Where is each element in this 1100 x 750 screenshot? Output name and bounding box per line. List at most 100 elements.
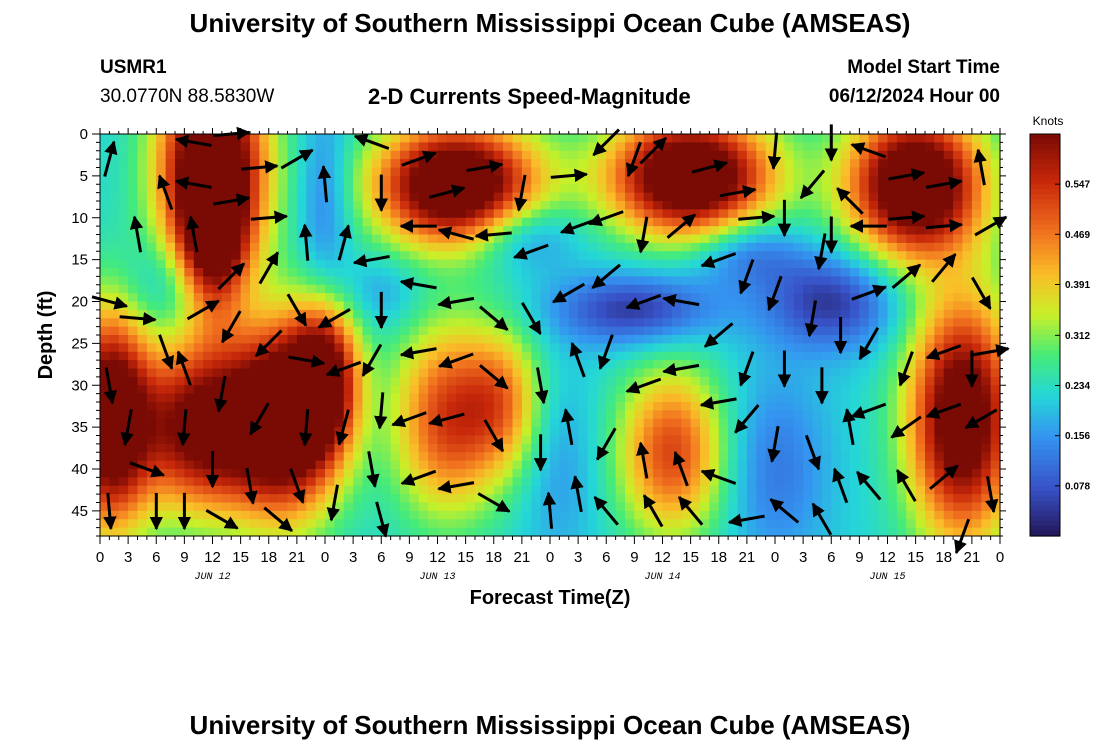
heatmap-cell bbox=[925, 284, 935, 294]
heatmap-cell bbox=[625, 293, 635, 303]
heatmap-cell bbox=[850, 309, 860, 319]
heatmap-cell bbox=[334, 351, 345, 361]
heatmap-cell bbox=[390, 268, 401, 277]
heatmap-cell bbox=[475, 251, 485, 261]
heatmap-cell bbox=[484, 134, 495, 143]
heatmap-cell bbox=[906, 259, 917, 269]
heatmap-cell bbox=[662, 259, 673, 269]
heatmap-cell bbox=[287, 242, 298, 252]
heatmap-cell bbox=[718, 376, 729, 386]
heatmap-cell bbox=[681, 418, 692, 428]
heatmap-cell bbox=[193, 376, 204, 386]
heatmap-cell bbox=[700, 142, 710, 152]
heatmap-cell bbox=[775, 335, 785, 344]
heatmap-cell bbox=[400, 402, 410, 411]
heatmap-cell bbox=[400, 519, 410, 529]
heatmap-cell bbox=[446, 519, 457, 529]
heatmap-cell bbox=[362, 502, 373, 512]
heatmap-cell bbox=[250, 435, 260, 445]
heatmap-cell bbox=[334, 201, 345, 210]
heatmap-cell bbox=[296, 502, 307, 512]
heatmap-cell bbox=[531, 217, 542, 227]
heatmap-cell bbox=[812, 335, 823, 344]
heatmap-cell bbox=[353, 309, 364, 319]
heatmap-cell bbox=[559, 469, 570, 478]
heatmap-cell bbox=[325, 309, 335, 319]
heatmap-cell bbox=[540, 293, 551, 303]
heatmap-cell bbox=[859, 368, 870, 378]
heatmap-cell bbox=[653, 443, 664, 453]
heatmap-cell bbox=[325, 226, 335, 236]
heatmap-cell bbox=[128, 209, 139, 219]
heatmap-cell bbox=[353, 175, 364, 185]
heatmap-cell bbox=[634, 276, 645, 286]
heatmap-cell bbox=[925, 142, 935, 152]
heatmap-cell bbox=[493, 150, 504, 160]
current-vector bbox=[850, 402, 887, 419]
heatmap-cell bbox=[643, 510, 654, 520]
heatmap-cell bbox=[428, 376, 439, 386]
heatmap-cell bbox=[334, 460, 345, 470]
heatmap-cell bbox=[793, 276, 804, 286]
heatmap-cell bbox=[484, 284, 495, 294]
heatmap-cell bbox=[634, 284, 645, 294]
heatmap-cell bbox=[737, 201, 748, 210]
heatmap-cell bbox=[343, 376, 354, 386]
heatmap-cell bbox=[287, 326, 298, 336]
heatmap-cell bbox=[896, 485, 907, 495]
heatmap-cell bbox=[512, 502, 523, 512]
heatmap-cell bbox=[746, 469, 757, 478]
heatmap-cell bbox=[700, 234, 710, 244]
heatmap-cell bbox=[165, 226, 176, 236]
heatmap-cell bbox=[268, 410, 279, 420]
heatmap-cell bbox=[100, 393, 110, 403]
heatmap-cell bbox=[250, 251, 260, 261]
heatmap-cell bbox=[212, 427, 223, 437]
heatmap-cell bbox=[240, 393, 251, 403]
heatmap-cell bbox=[306, 452, 317, 462]
heatmap-cell bbox=[315, 251, 326, 261]
heatmap-cell bbox=[887, 167, 898, 177]
heatmap-cell bbox=[362, 335, 373, 344]
heatmap-cell bbox=[606, 159, 617, 169]
heatmap-cell bbox=[634, 418, 645, 428]
heatmap-cell bbox=[850, 376, 860, 386]
heatmap-cell bbox=[625, 142, 635, 152]
heatmap-cell bbox=[793, 393, 804, 403]
heatmap-cell bbox=[596, 242, 607, 252]
heatmap-cell bbox=[212, 318, 223, 328]
heatmap-cell bbox=[165, 242, 176, 252]
heatmap-cell bbox=[100, 376, 110, 386]
heatmap-cell bbox=[821, 326, 832, 336]
heatmap-cell bbox=[953, 242, 964, 252]
heatmap-cell bbox=[428, 402, 439, 411]
heatmap-cell bbox=[934, 452, 945, 462]
heatmap-cell bbox=[643, 226, 654, 236]
heatmap-cell bbox=[728, 284, 739, 294]
heatmap-cell bbox=[475, 343, 485, 353]
heatmap-cell bbox=[212, 343, 223, 353]
heatmap-cell bbox=[756, 150, 767, 160]
heatmap-cell bbox=[756, 251, 767, 261]
heatmap-cell bbox=[418, 284, 429, 294]
heatmap-cell bbox=[175, 167, 185, 177]
heatmap-cell bbox=[568, 301, 579, 311]
heatmap-cell bbox=[231, 159, 242, 169]
heatmap-cell bbox=[587, 469, 598, 478]
heatmap-cell bbox=[925, 159, 935, 169]
heatmap-cell bbox=[925, 309, 935, 319]
heatmap-cell bbox=[625, 134, 635, 143]
heatmap-cell bbox=[315, 402, 326, 411]
heatmap-cell bbox=[503, 351, 514, 361]
heatmap-cell bbox=[259, 167, 270, 177]
heatmap-cell bbox=[681, 326, 692, 336]
heatmap-cell bbox=[175, 301, 185, 311]
heatmap-cell bbox=[137, 184, 148, 194]
heatmap-cell bbox=[409, 410, 420, 420]
current-vector bbox=[832, 467, 849, 504]
heatmap-cell bbox=[690, 159, 701, 169]
heatmap-cell bbox=[484, 418, 495, 428]
heatmap-cell bbox=[521, 167, 532, 177]
heatmap-cell bbox=[821, 268, 832, 277]
heatmap-cell bbox=[137, 326, 148, 336]
